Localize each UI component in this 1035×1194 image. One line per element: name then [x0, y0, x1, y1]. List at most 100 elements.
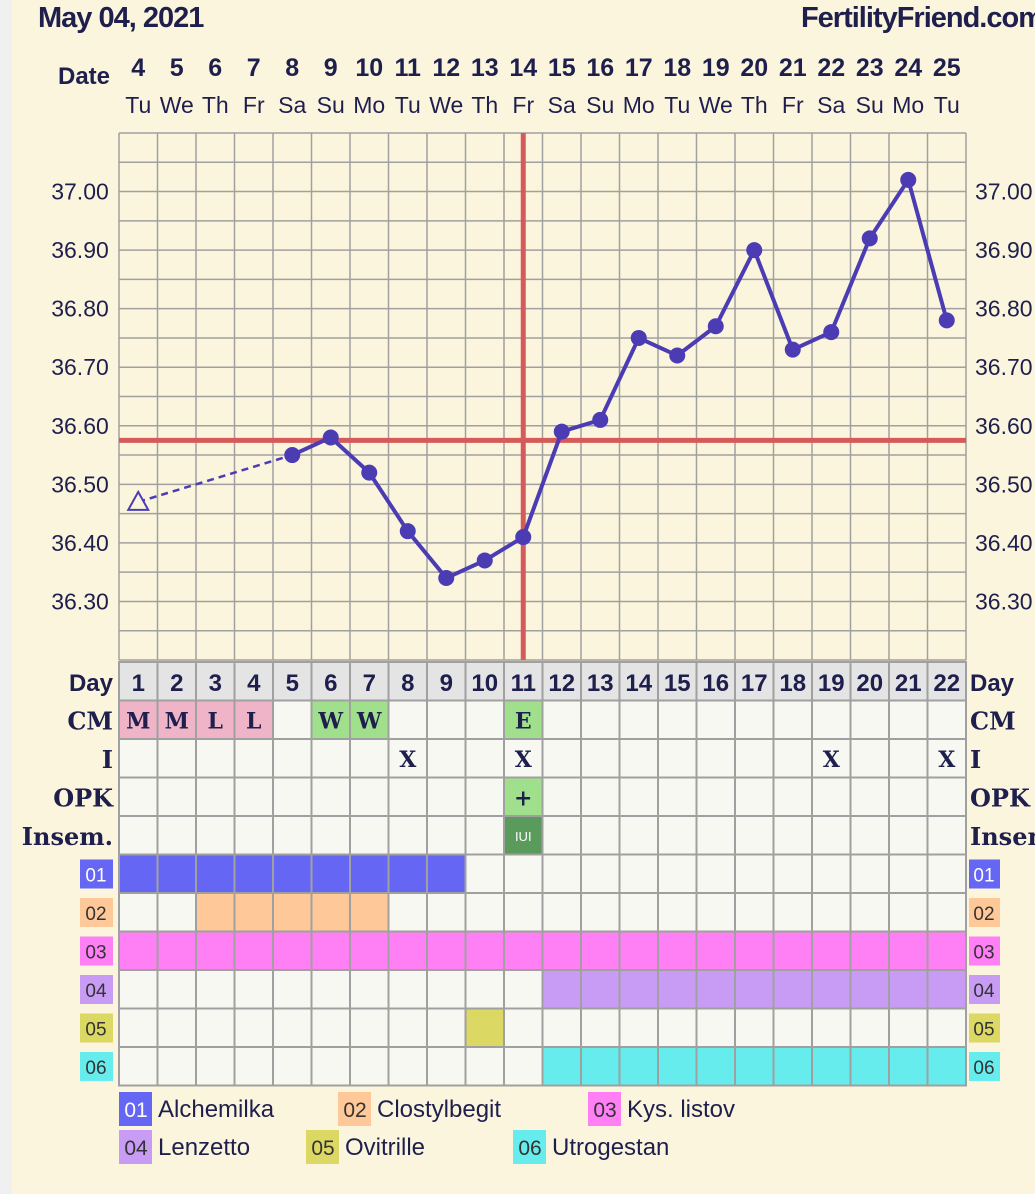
med-cell — [156, 1046, 197, 1087]
med-cell-taken — [387, 930, 428, 971]
i-cell — [464, 738, 505, 779]
temperature-segment — [406, 529, 448, 580]
insem-cell — [156, 815, 197, 856]
med-cell — [811, 853, 852, 894]
med-cell — [849, 853, 890, 894]
med-cell-taken — [464, 930, 505, 971]
y-tick-left: 36.90 — [51, 237, 109, 263]
i-cell — [695, 738, 736, 779]
med-cell-taken — [233, 892, 274, 933]
med-cell-taken — [657, 930, 698, 971]
med-code-right: 06 — [973, 1058, 994, 1079]
med-cell-taken — [541, 969, 582, 1010]
i-cell — [734, 738, 775, 779]
med-cell-taken — [464, 1007, 505, 1048]
date-tick: 25 — [933, 54, 961, 82]
med-cell-taken — [811, 1046, 852, 1087]
cm-value: L — [246, 709, 261, 735]
day-number: 12 — [548, 670, 575, 697]
day-number: 13 — [587, 670, 614, 697]
med-cell — [695, 892, 736, 933]
cm-value: W — [356, 709, 382, 735]
med-cell — [195, 969, 236, 1010]
med-badge-right — [969, 936, 1000, 966]
temperature-point — [669, 347, 686, 364]
cm-cell — [772, 699, 813, 740]
legend-code: 03 — [593, 1099, 616, 1122]
insem-row-label: Insem. — [22, 822, 113, 851]
med-cell-taken — [849, 1046, 890, 1087]
med-cell-taken — [849, 930, 890, 971]
med-cell — [118, 1046, 159, 1087]
temperature-segment — [598, 337, 641, 421]
day-cell — [811, 661, 852, 702]
med-cell-taken — [156, 853, 197, 894]
temperature-point — [707, 318, 724, 335]
i-row-label-right: I — [970, 745, 981, 774]
legend-name: Lenzetto — [158, 1134, 250, 1161]
date-tick: 10 — [355, 54, 383, 82]
temperature-segment — [329, 436, 371, 475]
date-tick: 15 — [548, 54, 576, 82]
med-cell — [618, 892, 659, 933]
legend-name: Alchemilka — [158, 1096, 275, 1123]
insem-cell — [618, 815, 659, 856]
temperature-segment — [868, 178, 910, 240]
date-tick: 11 — [395, 54, 422, 82]
insem-cell — [233, 815, 274, 856]
med-cell-taken — [272, 892, 313, 933]
i-cell — [849, 738, 890, 779]
cm-cell — [811, 699, 852, 740]
med-cell — [349, 1007, 390, 1048]
weekday-tick: Sa — [817, 92, 845, 118]
date-tick: 17 — [625, 54, 653, 82]
med-cell-taken — [272, 930, 313, 971]
med-cell — [156, 969, 197, 1010]
date-tick: 7 — [247, 54, 261, 82]
weekday-tick: Fr — [243, 92, 265, 118]
opk-cell — [156, 776, 197, 817]
med-cell-taken — [272, 853, 313, 894]
day-number: 20 — [856, 670, 883, 697]
med-cell — [772, 892, 813, 933]
med-code-left: 04 — [85, 981, 107, 1002]
med-cell-taken — [926, 969, 967, 1010]
med-cell-taken — [849, 969, 890, 1010]
opk-cell — [811, 776, 852, 817]
legend-swatch — [338, 1092, 371, 1126]
insem-cell — [426, 815, 467, 856]
med-cell-taken — [156, 930, 197, 971]
weekday-tick: Tu — [664, 92, 690, 118]
i-cell — [541, 738, 582, 779]
date-tick: 18 — [663, 54, 691, 82]
weekday-tick: Mo — [892, 92, 924, 118]
med-cell-taken — [349, 892, 390, 933]
i-cell — [310, 738, 351, 779]
i-cell — [772, 738, 813, 779]
med-cell-taken — [426, 930, 467, 971]
temperature-point — [361, 464, 378, 481]
opk-cell — [695, 776, 736, 817]
med-cell — [580, 1007, 621, 1048]
med-cell — [426, 969, 467, 1010]
opk-cell — [618, 776, 659, 817]
med-cell-taken — [734, 930, 775, 971]
i-cell — [118, 738, 159, 779]
med-code-right: 02 — [973, 904, 994, 925]
temperature-segment — [521, 430, 564, 538]
med-cell — [811, 892, 852, 933]
cm-cell — [387, 699, 428, 740]
opk-cell — [541, 776, 582, 817]
temperature-segment — [676, 324, 717, 358]
med-cell — [310, 1007, 351, 1048]
day-number: 15 — [664, 670, 691, 697]
med-cell-taken — [926, 1046, 967, 1087]
med-cell — [272, 1007, 313, 1048]
day-cell — [272, 661, 313, 702]
date-tick: 19 — [702, 54, 730, 82]
insem-cell — [888, 815, 929, 856]
date-tick: 23 — [856, 54, 884, 82]
cm-row-label-right: CM — [970, 707, 1016, 736]
weekday-tick: We — [160, 92, 194, 118]
